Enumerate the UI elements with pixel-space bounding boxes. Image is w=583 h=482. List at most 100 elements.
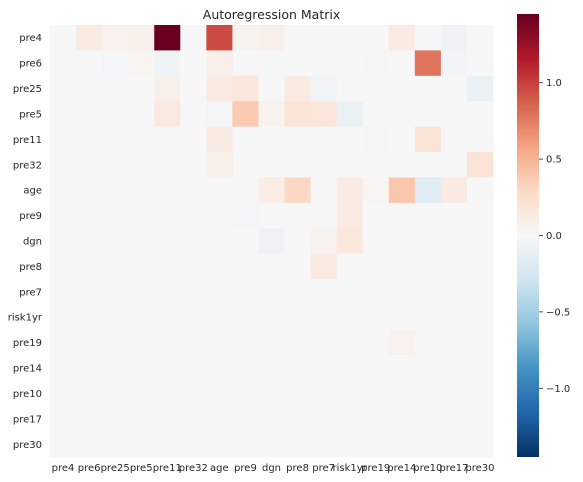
heatmap-cell-pre32-pre5 — [128, 152, 155, 178]
heatmap-cell-pre5-age — [206, 101, 233, 128]
heatmap-cell-pre14-pre4 — [50, 355, 77, 382]
heatmap-cell-pre17-pre14 — [388, 406, 416, 432]
heatmap-cell-pre30-pre14 — [388, 431, 416, 458]
heatmap-cell-pre8-age — [206, 253, 233, 280]
heatmap-cell-dgn-pre19 — [362, 228, 390, 255]
heatmap-cell-pre5-pre30 — [466, 101, 494, 128]
heatmap-cell-pre25-pre14 — [388, 75, 416, 102]
heatmap-cell-pre11-pre17 — [440, 126, 468, 153]
heatmap-cell-pre6-age — [206, 50, 233, 77]
heatmap-cell-pre17-pre6 — [76, 406, 103, 432]
heatmap-cell-risk1yr-pre32 — [180, 304, 207, 331]
heatmap-cell-pre6-pre4 — [50, 50, 77, 77]
x-tick-label-pre30: pre30 — [465, 463, 494, 474]
heatmap-cell-pre17-pre30 — [466, 406, 494, 432]
heatmap-cell-risk1yr-pre14 — [388, 304, 416, 331]
heatmap-cell-pre5-pre25 — [102, 101, 129, 128]
heatmap-cell-pre5-pre10 — [414, 101, 442, 128]
heatmap-cell-risk1yr-pre9 — [232, 304, 259, 331]
heatmap-cell-pre6-pre9 — [232, 50, 259, 77]
heatmap-cell-pre8-pre32 — [180, 253, 207, 280]
x-tick-label-pre9: pre9 — [234, 463, 257, 474]
heatmap-cell-pre10-pre30 — [466, 380, 494, 407]
heatmap-cell-pre5-pre17 — [440, 101, 468, 128]
y-tick-label-pre10: pre10 — [13, 389, 42, 400]
heatmap-cell-pre5-pre5 — [128, 101, 155, 128]
heatmap-cell-pre8-pre17 — [440, 253, 468, 280]
heatmap-cell-pre7-pre14 — [388, 279, 416, 305]
heatmap-cell-pre10-pre8 — [284, 380, 311, 407]
y-tick-label-pre8: pre8 — [19, 262, 42, 273]
heatmap-cell-pre9-pre17 — [440, 202, 468, 229]
x-tick-label-pre11: pre11 — [153, 463, 182, 474]
heatmap-cell-pre4-pre14 — [388, 25, 416, 51]
heatmap-cell-dgn-pre4 — [50, 228, 77, 255]
heatmap-cell-risk1yr-pre10 — [414, 304, 442, 331]
heatmap-cell-pre6-pre25 — [102, 50, 129, 77]
heatmap-cell-pre14-pre30 — [466, 355, 494, 382]
heatmap-cell-pre30-pre30 — [466, 431, 494, 458]
heatmap-cell-pre19-pre19 — [362, 329, 390, 356]
heatmap-cell-pre17-pre5 — [128, 406, 155, 432]
heatmap-cell-pre14-pre14 — [388, 355, 416, 382]
heatmap-cell-pre32-age — [206, 152, 233, 178]
heatmap-cell-pre30-pre17 — [440, 431, 468, 458]
heatmap-cell-pre30-pre7 — [310, 431, 338, 458]
heatmap-cell-pre8-pre6 — [76, 253, 103, 280]
heatmap-cell-pre32-pre14 — [388, 152, 416, 178]
heatmap-cell-risk1yr-pre25 — [102, 304, 129, 331]
heatmap-cell-age-pre4 — [50, 177, 77, 204]
heatmap-cell-age-pre30 — [466, 177, 494, 204]
heatmap-cell-pre11-pre6 — [76, 126, 103, 153]
heatmap-cell-pre30-dgn — [258, 431, 285, 458]
heatmap-cell-pre8-pre30 — [466, 253, 494, 280]
heatmap-cell-pre19-dgn — [258, 329, 285, 356]
heatmap-cell-age-pre10 — [414, 177, 442, 204]
x-tick-label-pre14: pre14 — [387, 463, 416, 474]
heatmap-cell-pre19-pre32 — [180, 329, 207, 356]
heatmap-cell-pre30-risk1yr — [336, 431, 364, 458]
heatmap-cell-age-pre32 — [180, 177, 207, 204]
heatmap-cell-risk1yr-pre4 — [50, 304, 77, 331]
heatmap-cell-pre9-pre6 — [76, 202, 103, 229]
heatmap-cell-pre6-pre11 — [154, 50, 181, 77]
heatmap-cell-pre9-pre11 — [154, 202, 181, 229]
heatmap-cell-pre14-pre7 — [310, 355, 338, 382]
heatmap-cell-pre30-pre4 — [50, 431, 77, 458]
heatmap-cell-age-pre7 — [310, 177, 338, 204]
x-tick-label-pre17: pre17 — [439, 463, 468, 474]
heatmap-cell-age-pre9 — [232, 177, 259, 204]
heatmap-cell-pre17-pre25 — [102, 406, 129, 432]
heatmap-cell-dgn-pre10 — [414, 228, 442, 255]
heatmap-cell-pre30-pre32 — [180, 431, 207, 458]
heatmap-cell-pre30-pre5 — [128, 431, 155, 458]
heatmap-cell-pre7-pre7 — [310, 279, 338, 305]
heatmap-cell-pre9-pre4 — [50, 202, 77, 229]
heatmap-cell-pre9-pre9 — [232, 202, 259, 229]
colorbar-tick-label: −0.5 — [546, 307, 570, 318]
heatmap-cell-pre30-pre10 — [414, 431, 442, 458]
heatmap-cell-pre19-pre8 — [284, 329, 311, 356]
heatmap-cell-pre4-pre19 — [362, 25, 390, 51]
heatmap-cell-pre6-pre32 — [180, 50, 207, 77]
heatmap-cell-pre32-pre17 — [440, 152, 468, 178]
x-tick-label-pre7: pre7 — [312, 463, 335, 474]
heatmap-cell-pre19-pre25 — [102, 329, 129, 356]
heatmap-cell-pre4-pre25 — [102, 25, 129, 51]
colorbar-tick-label: 0.5 — [546, 155, 562, 166]
x-tick-label-pre8: pre8 — [286, 463, 309, 474]
heatmap-cell-pre9-risk1yr — [336, 202, 364, 229]
heatmap-cell-pre6-risk1yr — [336, 50, 364, 77]
heatmap-cells — [50, 25, 494, 458]
heatmap-cell-pre9-pre25 — [102, 202, 129, 229]
y-tick-label-dgn: dgn — [23, 237, 42, 248]
colorbar-tick-label: 1.0 — [546, 78, 562, 89]
heatmap-cell-age-age — [206, 177, 233, 204]
heatmap-cell-pre14-pre25 — [102, 355, 129, 382]
heatmap-cell-pre10-pre32 — [180, 380, 207, 407]
heatmap-cell-pre14-pre19 — [362, 355, 390, 382]
heatmap-cell-pre30-pre25 — [102, 431, 129, 458]
heatmap-cell-pre32-pre4 — [50, 152, 77, 178]
heatmap-cell-pre17-dgn — [258, 406, 285, 432]
heatmap-cell-pre9-pre10 — [414, 202, 442, 229]
